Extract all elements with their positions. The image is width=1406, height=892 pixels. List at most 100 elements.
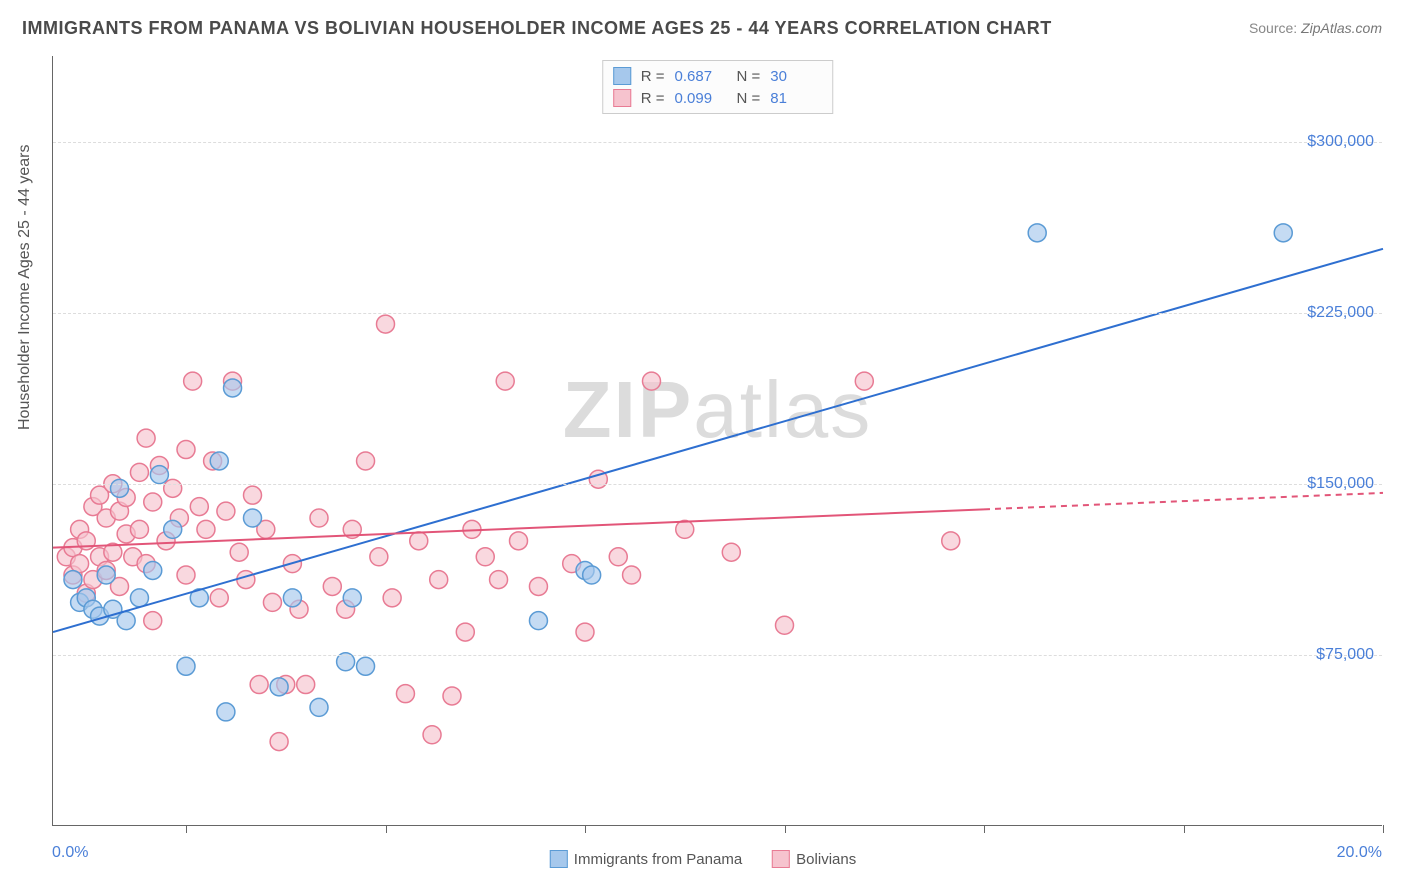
legend-item: Immigrants from Panama bbox=[550, 850, 742, 868]
data-point bbox=[297, 676, 315, 694]
gridline bbox=[53, 655, 1382, 656]
data-point bbox=[609, 548, 627, 566]
data-point bbox=[190, 498, 208, 516]
data-point bbox=[244, 509, 262, 527]
data-point bbox=[942, 532, 960, 550]
data-point bbox=[137, 429, 155, 447]
source-value: ZipAtlas.com bbox=[1301, 20, 1382, 36]
gridline bbox=[53, 484, 1382, 485]
data-point bbox=[310, 509, 328, 527]
data-point bbox=[64, 571, 82, 589]
data-point bbox=[210, 589, 228, 607]
y-tick-label: $150,000 bbox=[1307, 475, 1374, 493]
data-point bbox=[144, 612, 162, 630]
source-label: Source: bbox=[1249, 20, 1301, 36]
source-attribution: Source: ZipAtlas.com bbox=[1249, 20, 1382, 36]
data-point bbox=[230, 543, 248, 561]
data-point bbox=[244, 486, 262, 504]
legend-label: Immigrants from Panama bbox=[574, 851, 742, 868]
x-tick bbox=[386, 825, 387, 833]
gridline bbox=[53, 142, 1382, 143]
x-axis-max-label: 20.0% bbox=[1337, 844, 1382, 862]
data-point bbox=[377, 315, 395, 333]
data-point bbox=[164, 520, 182, 538]
x-tick bbox=[1184, 825, 1185, 833]
y-tick-label: $300,000 bbox=[1307, 133, 1374, 151]
data-point bbox=[430, 571, 448, 589]
data-point bbox=[443, 687, 461, 705]
data-point bbox=[263, 593, 281, 611]
data-point bbox=[510, 532, 528, 550]
data-point bbox=[776, 616, 794, 634]
y-axis-title: Householder Income Ages 25 - 44 years bbox=[16, 145, 34, 431]
data-point bbox=[529, 577, 547, 595]
data-point bbox=[224, 379, 242, 397]
data-point bbox=[97, 566, 115, 584]
x-tick bbox=[1383, 825, 1384, 833]
data-point bbox=[1028, 224, 1046, 242]
data-point bbox=[184, 372, 202, 390]
data-point bbox=[855, 372, 873, 390]
data-point bbox=[583, 566, 601, 584]
x-tick bbox=[186, 825, 187, 833]
data-point bbox=[237, 571, 255, 589]
regression-line bbox=[53, 249, 1383, 632]
data-point bbox=[643, 372, 661, 390]
data-point bbox=[370, 548, 388, 566]
data-point bbox=[250, 676, 268, 694]
gridline bbox=[53, 313, 1382, 314]
regression-line-extrapolated bbox=[984, 493, 1383, 509]
data-point bbox=[150, 466, 168, 484]
x-tick bbox=[984, 825, 985, 833]
data-point bbox=[623, 566, 641, 584]
y-tick-label: $225,000 bbox=[1307, 304, 1374, 322]
x-axis-min-label: 0.0% bbox=[52, 844, 88, 862]
legend-label: Bolivians bbox=[796, 851, 856, 868]
chart-title: IMMIGRANTS FROM PANAMA VS BOLIVIAN HOUSE… bbox=[22, 18, 1052, 39]
data-point bbox=[423, 726, 441, 744]
data-point bbox=[323, 577, 341, 595]
data-point bbox=[490, 571, 508, 589]
swatch-icon bbox=[550, 850, 568, 868]
y-tick-label: $75,000 bbox=[1316, 646, 1374, 664]
data-point bbox=[1274, 224, 1292, 242]
data-point bbox=[130, 520, 148, 538]
data-point bbox=[217, 703, 235, 721]
data-point bbox=[456, 623, 474, 641]
plot-area: ZIPatlas R =0.687N =30R =0.099N =81 $75,… bbox=[52, 56, 1382, 826]
data-point bbox=[357, 452, 375, 470]
x-tick bbox=[785, 825, 786, 833]
data-point bbox=[476, 548, 494, 566]
data-point bbox=[357, 657, 375, 675]
data-point bbox=[496, 372, 514, 390]
data-point bbox=[270, 678, 288, 696]
legend-item: Bolivians bbox=[772, 850, 856, 868]
data-point bbox=[177, 566, 195, 584]
data-point bbox=[283, 589, 301, 607]
data-point bbox=[177, 441, 195, 459]
data-point bbox=[144, 561, 162, 579]
data-point bbox=[177, 657, 195, 675]
data-point bbox=[676, 520, 694, 538]
data-point bbox=[144, 493, 162, 511]
data-point bbox=[210, 452, 228, 470]
data-point bbox=[310, 698, 328, 716]
series-legend: Immigrants from Panama Bolivians bbox=[550, 850, 856, 868]
data-point bbox=[722, 543, 740, 561]
data-point bbox=[270, 733, 288, 751]
data-point bbox=[396, 685, 414, 703]
data-point bbox=[130, 589, 148, 607]
data-point bbox=[410, 532, 428, 550]
swatch-icon bbox=[772, 850, 790, 868]
data-point bbox=[130, 463, 148, 481]
data-point bbox=[117, 612, 135, 630]
plot-svg bbox=[53, 56, 1382, 825]
data-point bbox=[111, 479, 129, 497]
data-point bbox=[217, 502, 235, 520]
data-point bbox=[164, 479, 182, 497]
data-point bbox=[343, 589, 361, 607]
x-tick bbox=[585, 825, 586, 833]
data-point bbox=[383, 589, 401, 607]
data-point bbox=[197, 520, 215, 538]
data-point bbox=[529, 612, 547, 630]
